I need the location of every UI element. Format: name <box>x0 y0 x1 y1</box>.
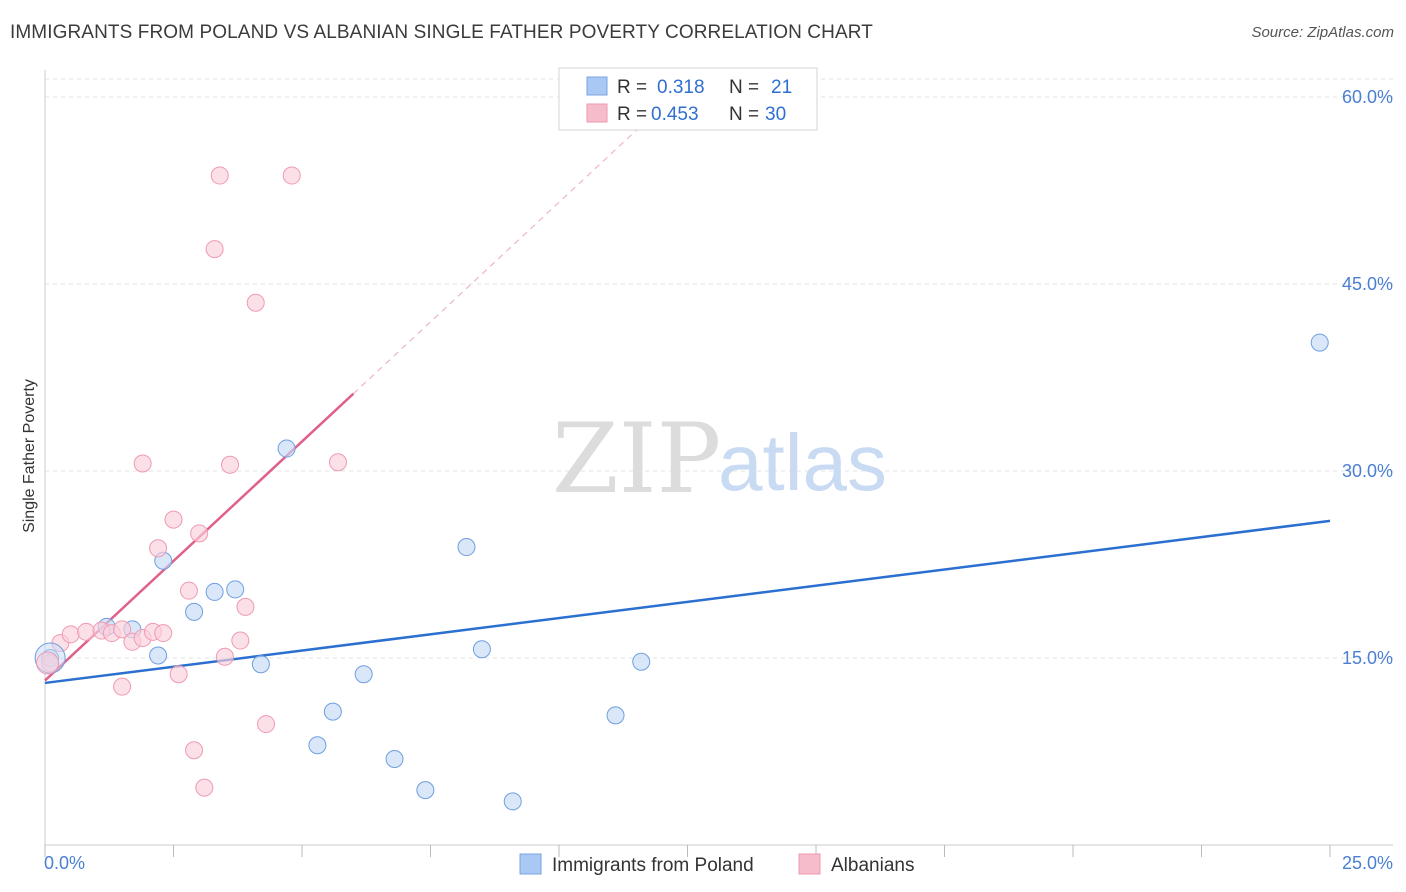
series-legend-swatch-albanians <box>798 853 821 875</box>
point-poland-11 <box>308 736 327 755</box>
point-albanians-28 <box>282 166 301 185</box>
point-poland-19 <box>632 652 651 671</box>
point-albanians-16 <box>179 581 198 600</box>
point-poland-6 <box>205 582 224 601</box>
axes <box>44 70 1393 857</box>
point-albanians-17 <box>185 741 204 760</box>
point-poland-17 <box>503 792 522 811</box>
data-points <box>34 166 1329 811</box>
legend-n-label-albanians: N = <box>729 104 759 125</box>
legend-r-label-poland: R = <box>617 77 647 98</box>
point-albanians-24 <box>231 631 250 650</box>
point-poland-12 <box>354 665 373 684</box>
point-poland-14 <box>416 781 435 800</box>
point-poland-7 <box>226 580 245 599</box>
point-albanians-26 <box>246 293 265 312</box>
trend-line-albanians-extension <box>352 96 673 395</box>
point-albanians-21 <box>210 166 229 185</box>
point-poland-5 <box>185 602 204 621</box>
y-tick-label-2: 45.0% <box>1342 274 1393 294</box>
point-albanians-cluster <box>36 651 60 675</box>
point-albanians-11 <box>113 677 132 696</box>
series-legend: Immigrants from Poland Albanians <box>519 853 914 876</box>
point-albanians-6 <box>113 620 132 639</box>
legend-n-value-poland: 21 <box>771 77 792 98</box>
watermark-atlas: atlas <box>718 418 887 507</box>
point-albanians-20 <box>205 240 224 259</box>
legend-n-label-poland: N = <box>729 77 759 98</box>
point-poland-16 <box>472 640 491 659</box>
series-legend-swatch-poland <box>519 853 542 875</box>
point-albanians-19 <box>195 778 214 797</box>
point-poland-3 <box>149 646 168 665</box>
point-albanians-13 <box>149 539 168 558</box>
point-poland-18 <box>606 706 625 725</box>
point-poland-20 <box>1310 333 1329 352</box>
point-albanians-27 <box>257 715 276 734</box>
point-albanians-14 <box>164 510 183 529</box>
series-legend-label-albanians: Albanians <box>831 855 914 876</box>
x-tick-label-max: 25.0% <box>1342 853 1393 873</box>
legend-r-label-albanians: R = <box>617 104 647 125</box>
point-poland-10 <box>323 702 342 721</box>
source-label: Source: ZipAtlas.com <box>1251 24 1394 41</box>
point-albanians-15 <box>169 665 188 684</box>
point-albanians-22 <box>215 647 234 666</box>
y-tick-label-1: 30.0% <box>1342 461 1393 481</box>
point-albanians-3 <box>77 622 96 641</box>
point-albanians-23 <box>221 455 240 474</box>
grid-lines <box>45 78 1393 659</box>
point-poland-9 <box>277 439 296 458</box>
y-tick-label-3: 60.0% <box>1342 87 1393 107</box>
point-poland-8 <box>251 655 270 674</box>
y-tick-label-0: 15.0% <box>1342 648 1393 668</box>
tick-labels: 15.0% 30.0% 45.0% 60.0% 0.0% 25.0% <box>44 87 1393 873</box>
legend-r-value-albanians: 0.453 <box>651 104 699 125</box>
series-legend-label-poland: Immigrants from Poland <box>552 855 754 876</box>
x-tick-label-min: 0.0% <box>44 853 85 873</box>
point-albanians-25 <box>236 597 255 616</box>
legend-swatch-albanians <box>586 103 608 123</box>
point-albanians-12 <box>133 454 152 473</box>
legend-swatch-poland <box>586 76 608 96</box>
watermark-zip: ZIP <box>552 403 721 515</box>
watermark: ZIP atlas <box>552 403 887 515</box>
point-albanians-2 <box>61 625 80 644</box>
point-albanians-10 <box>154 624 173 643</box>
y-axis-label: Single Father Poverty <box>21 379 38 533</box>
trend-line-poland <box>44 519 1331 685</box>
point-poland-13 <box>385 749 404 768</box>
chart-title: IMMIGRANTS FROM POLAND VS ALBANIAN SINGL… <box>10 22 873 43</box>
point-albanians-18 <box>190 524 209 543</box>
legend-n-value-albanians: 30 <box>765 104 786 125</box>
point-albanians-29 <box>328 453 347 472</box>
legend-box: R = 0.318 N = 21 R = 0.453 N = 30 <box>558 67 818 131</box>
legend-r-value-poland: 0.318 <box>657 77 705 98</box>
point-poland-15 <box>457 538 476 557</box>
